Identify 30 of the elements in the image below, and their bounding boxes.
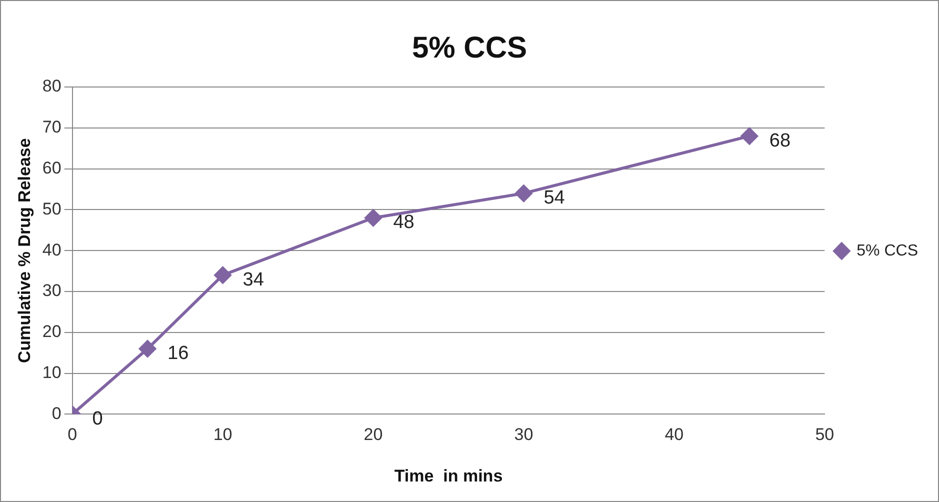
x-tick-label: 50 [815, 425, 834, 444]
y-tick-label: 30 [42, 281, 62, 300]
point [214, 266, 232, 284]
x-tick-label: 40 [664, 425, 684, 444]
y-tick-label: 80 [42, 76, 62, 96]
data-label: 54 [544, 188, 566, 209]
x-tick-label: 30 [514, 425, 534, 444]
point [515, 184, 532, 202]
y-tick-label: 70 [42, 118, 62, 137]
x-tick-label: 10 [213, 425, 232, 444]
data-label: 48 [393, 212, 414, 234]
point [740, 128, 758, 145]
y-tick-label: 50 [42, 199, 62, 218]
data-label: 0 [92, 408, 103, 430]
point [139, 340, 156, 358]
chart-title: 5% CCS [412, 31, 528, 64]
x-axis-title: Time in mins [394, 466, 503, 486]
data-label: 16 [168, 342, 189, 364]
y-tick-label: 0 [52, 404, 62, 423]
data-label: 68 [769, 130, 791, 152]
y-tick-label: 60 [42, 158, 62, 178]
x-tick-label: 20 [364, 425, 383, 444]
point [364, 209, 382, 226]
legend-label: 5% CCS [856, 242, 918, 260]
y-axis-title: Cumulative % Drug Release [14, 138, 34, 364]
y-tick-label: 20 [42, 322, 62, 342]
data-label: 34 [242, 269, 264, 290]
y-tick-label: 10 [42, 362, 62, 382]
x-tick-label: 0 [68, 425, 78, 444]
y-tick-label: 40 [42, 240, 62, 260]
